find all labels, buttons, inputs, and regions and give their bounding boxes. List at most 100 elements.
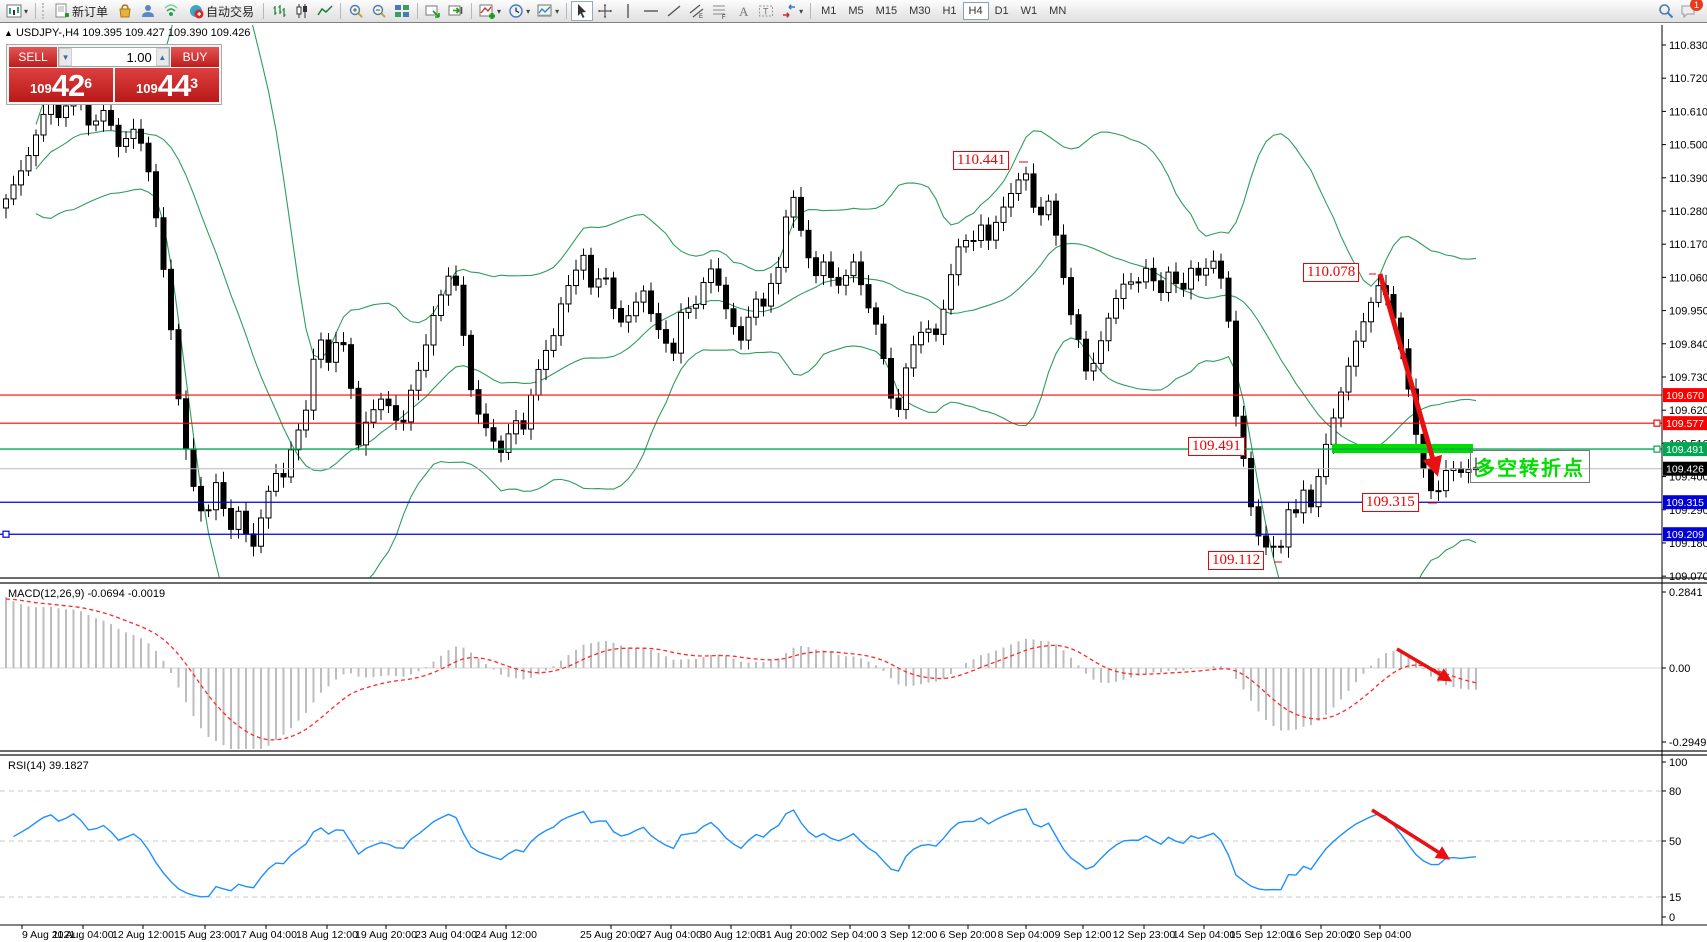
candle — [940, 308, 947, 335]
fibonacci-tool[interactable]: F — [709, 1, 731, 21]
panel-expander-icon[interactable]: ▲ — [4, 28, 13, 38]
timeframe-M30[interactable]: M30 — [909, 5, 931, 17]
timeframe-W1[interactable]: W1 — [1020, 5, 1038, 17]
volume-decrease-button[interactable]: ▼ — [59, 48, 73, 66]
timeframe-H4[interactable]: H4 — [962, 2, 989, 20]
timeframe-H1[interactable]: H1 — [942, 5, 957, 17]
bollinger-lower-band — [35, 188, 1477, 578]
candle — [93, 120, 99, 126]
candle — [1150, 267, 1157, 282]
scroll-to-end-button[interactable] — [445, 1, 467, 21]
svg-text:50: 50 — [1669, 836, 1681, 848]
chinese-annotation[interactable]: 多空转折点 — [1470, 450, 1590, 483]
trendline-tool[interactable] — [663, 1, 685, 21]
crosshair-tool[interactable] — [594, 1, 616, 21]
timeframe-M15[interactable]: M15 — [875, 5, 898, 17]
periods-button[interactable]: ▾ — [505, 1, 533, 21]
new-chart-button[interactable]: ▾ — [3, 1, 31, 21]
candle — [760, 298, 767, 307]
candle — [385, 398, 392, 407]
autotrade-button[interactable]: 自动交易 — [183, 1, 259, 21]
candle — [235, 510, 242, 530]
red-arrow-1[interactable] — [1377, 273, 1443, 477]
line-handle[interactable] — [1653, 445, 1661, 453]
tile-windows-button[interactable] — [391, 1, 413, 21]
price-label-110.441[interactable]: 110.441 — [953, 151, 1010, 170]
svg-text:15: 15 — [1669, 892, 1681, 904]
price-label-110.078[interactable]: 110.078 — [1303, 263, 1360, 282]
sell-quote[interactable]: 109 42 6 — [9, 68, 113, 102]
candle — [805, 229, 812, 259]
signals-button[interactable] — [160, 1, 182, 21]
channel-tool[interactable]: E — [686, 1, 708, 21]
indicators-button[interactable]: ▾ — [476, 1, 504, 21]
auto-arrange-button[interactable] — [422, 1, 444, 21]
new-order-button[interactable]: 新订单 — [49, 1, 113, 21]
timeframe-M5[interactable]: M5 — [848, 5, 864, 17]
candle — [1338, 391, 1344, 419]
toolbar-separator — [810, 3, 812, 19]
label-tool[interactable]: T — [755, 1, 777, 21]
candle — [1300, 489, 1307, 514]
svg-text:0: 0 — [1669, 912, 1675, 924]
market-button[interactable] — [114, 1, 136, 21]
candle — [1255, 506, 1262, 537]
candle — [288, 449, 294, 478]
line-chart-button[interactable] — [314, 1, 336, 21]
candle — [333, 342, 339, 363]
volume-input[interactable] — [72, 48, 156, 66]
profile-button[interactable] — [137, 1, 159, 21]
buy-quote[interactable]: 109 44 3 — [115, 68, 219, 102]
timeframe-MN[interactable]: MN — [1049, 5, 1067, 17]
candle — [33, 134, 39, 157]
sell-button[interactable]: SELL — [9, 47, 57, 67]
timeframe-D1[interactable]: D1 — [994, 5, 1009, 17]
timeframe-M1[interactable]: M1 — [821, 5, 837, 17]
chat-button[interactable]: 1 — [1680, 0, 1703, 19]
candle — [430, 315, 437, 346]
toolbar-separator — [263, 3, 265, 19]
candle — [648, 290, 654, 315]
hline-tool[interactable] — [640, 1, 662, 21]
price-label-109.112[interactable]: 109.112 — [1208, 551, 1265, 570]
search-icon[interactable] — [1658, 3, 1674, 19]
svg-text:-0.2949: -0.2949 — [1669, 737, 1706, 749]
zoom-out-button[interactable] — [368, 1, 390, 21]
candle — [1330, 417, 1337, 445]
red-arrow-2[interactable] — [1396, 647, 1453, 682]
shapes-tool[interactable]: ▾ — [778, 1, 806, 21]
svg-text:24 Aug 12:00: 24 Aug 12:00 — [475, 929, 537, 941]
text-tool[interactable]: A — [732, 1, 754, 21]
vline-tool[interactable] — [617, 1, 639, 21]
candle — [1098, 340, 1104, 364]
price-label-109.315[interactable]: 109.315 — [1362, 493, 1419, 512]
candlestick-button[interactable] — [291, 1, 313, 21]
auto-arrange-icon — [425, 5, 440, 18]
line-handle[interactable] — [1653, 419, 1661, 427]
candle — [363, 421, 369, 446]
price-label-109.491[interactable]: 109.491 — [1188, 437, 1245, 456]
candle — [340, 342, 347, 346]
candle — [1353, 340, 1359, 367]
templates-button[interactable]: ▾ — [534, 1, 562, 21]
fibonacci-icon: F — [713, 5, 726, 19]
candle — [895, 397, 902, 410]
volume-increase-button[interactable]: ▲ — [155, 48, 169, 66]
candle — [408, 389, 414, 423]
candle — [325, 339, 332, 363]
template-icon — [537, 4, 552, 17]
new-order-label: 新订单 — [72, 4, 109, 19]
price-scale[interactable]: 110.830 110.720 110.610 110.500 110.390 110.2… — [1662, 40, 1707, 924]
candle — [250, 533, 257, 547]
toolbar-grip[interactable] — [42, 3, 46, 19]
cursor-tool[interactable] — [571, 1, 594, 21]
vertical-line-icon — [627, 4, 629, 18]
bar-chart-button[interactable] — [268, 1, 290, 21]
zoom-in-button[interactable] — [345, 1, 367, 21]
red-arrow-3[interactable] — [1371, 808, 1451, 860]
candle — [138, 128, 144, 144]
line-handle[interactable] — [2, 530, 10, 538]
buy-button[interactable]: BUY — [171, 47, 219, 67]
